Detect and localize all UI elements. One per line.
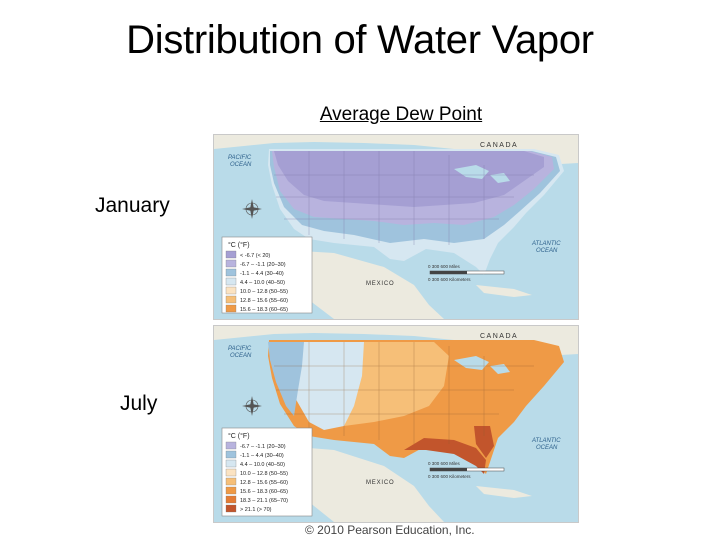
legend-item-label: 4.4 – 10.0 (40–50) [240,462,285,468]
mexico-label: MEXICO [366,480,394,486]
great-lakes-east [490,364,510,374]
legend-item-label: -1.1 – 4.4 (30–40) [240,453,284,459]
legend-swatch [225,286,237,295]
july-dew-point-map: °C (°F) -6.7 – -1.1 (20–30) -1.1 – 4.4 (3… [213,325,579,523]
legend-item-label: < -6.7 (< 20) [240,253,270,259]
cuba-land [476,486,532,498]
great-lakes-east [490,173,510,183]
legend-item-label: -6.7 – -1.1 (20–30) [240,444,286,450]
scale-km: 0 300 600 Kilometers [428,474,471,479]
great-lakes [454,165,489,179]
legend-swatch [225,486,237,495]
legend-swatch [225,441,237,450]
legend-swatch [225,495,237,504]
pacific-ocean-label: OCEAN [230,162,252,168]
mexico-label: MEXICO [366,281,394,287]
canada-land [214,135,578,165]
legend-item-label: -6.7 – -1.1 (20–30) [240,262,286,268]
legend-item-label: 18.3 – 21.1 (65–70) [240,498,288,504]
legend-swatch [225,504,237,513]
legend-swatch [225,450,237,459]
canada-label: CANADA [480,142,518,149]
legend-item-label: 10.0 – 12.8 (50–55) [240,289,288,295]
scale-miles: 0 300 600 Miles [428,264,461,269]
usa-zone-west [268,342,304,416]
january-label: January [95,194,170,217]
mexico-land [284,446,444,522]
canada-label: CANADA [480,333,518,340]
scale-bar: 0 300 600 Miles 0 300 600 Kilometers [428,461,505,479]
legend-item-label: > 21.1 (> 70) [240,507,272,513]
atlantic-ocean-label: OCEAN [536,248,558,254]
pacific-ocean-label: OCEAN [230,353,252,359]
legend-swatch [225,250,237,259]
mexico-land [284,250,444,319]
compass-rose-icon [242,396,262,416]
july-label: July [120,392,158,415]
legend-item-label: -1.1 – 4.4 (30–40) [240,271,284,277]
legend-item-label: 12.8 – 15.6 (55–60) [240,480,288,486]
legend-swatch [225,259,237,268]
cuba-land [476,285,532,297]
legend-item-label: 4.4 – 10.0 (40–50) [240,280,285,286]
scale-bar: 0 300 600 Miles 0 300 600 Kilometers [428,264,505,282]
atlantic-label: ATLANTIC [531,438,561,444]
usa-zone-gulf [404,438,486,474]
legend-header: °C (°F) [228,432,250,440]
legend: °C (°F) -6.7 – -1.1 (20–30) -1.1 – 4.4 (3… [221,427,313,517]
legend-swatch [225,459,237,468]
scale-km: 0 300 600 Kilometers [428,277,471,282]
january-dew-point-map: °C (°F) < -6.7 (< 20) -6.7 – -1.1 (20–30)… [213,134,579,320]
usa-zone-florida [474,426,494,458]
state-borders [274,151,534,245]
legend-item-label: 15.6 – 18.3 (60–65) [240,489,288,495]
atlantic-label: ATLANTIC [531,241,561,247]
great-lakes [454,356,489,370]
scale-miles: 0 300 600 Miles [428,461,461,466]
compass-rose-icon [242,199,262,219]
legend-swatch [225,277,237,286]
canada-land [214,326,578,356]
map-subtitle: Average Dew Point [319,104,483,125]
usa-zone-1 [274,151,544,207]
legend-swatch [225,268,237,277]
atlantic-ocean-label: OCEAN [536,445,558,451]
state-borders [274,342,534,444]
slide-title: Distribution of Water Vapor [126,18,594,62]
legend-swatch [225,304,237,313]
pacific-label: PACIFIC [228,346,252,352]
legend-header: °C (°F) [228,241,250,249]
pacific-label: PACIFIC [228,155,252,161]
legend-item-label: 12.8 – 15.6 (55–60) [240,298,288,304]
legend: °C (°F) < -6.7 (< 20) -6.7 – -1.1 (20–30)… [221,236,313,314]
copyright-notice: © 2010 Pearson Education, Inc. [305,523,475,537]
legend-swatch [225,295,237,304]
legend-item-label: 15.6 – 18.3 (60–65) [240,307,288,313]
legend-swatch [225,477,237,486]
legend-item-label: 10.0 – 12.8 (50–55) [240,471,288,477]
legend-swatch [225,468,237,477]
